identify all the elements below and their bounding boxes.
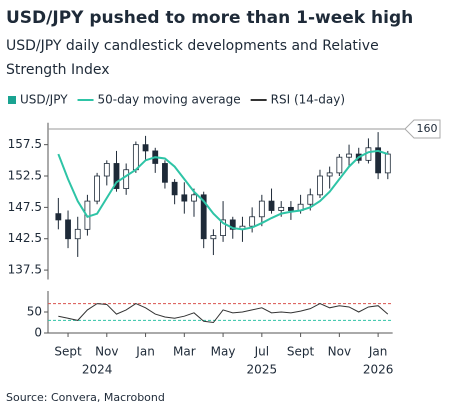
candle-body <box>384 153 391 174</box>
x-tick-label: Jan <box>368 345 388 359</box>
annotation-box <box>404 119 441 139</box>
series-line <box>58 303 389 324</box>
legend-label: RSI (14-day) <box>271 93 345 107</box>
candle-body <box>220 219 226 236</box>
candle-body <box>103 163 110 177</box>
candle-body <box>268 200 275 211</box>
y-tick-label: 147.5 <box>8 200 42 214</box>
candle-body <box>346 153 352 158</box>
candle-body <box>94 175 101 202</box>
x-group-label: 2024 <box>82 363 113 377</box>
candle-body <box>113 163 120 189</box>
y-tick-label: 152.5 <box>8 169 42 183</box>
x-tick-label: Nov <box>328 345 351 359</box>
candle-body <box>307 194 314 205</box>
candle-body <box>249 216 256 227</box>
annotation-label: 160 <box>417 122 438 135</box>
x-tick-label: Sept <box>287 345 315 359</box>
candle-body <box>74 228 81 240</box>
y-tick-label: 142.5 <box>8 231 42 245</box>
x-group-label: 2025 <box>247 363 278 377</box>
x-tick-label: Nov <box>95 345 118 359</box>
source: Source: Convera, Macrobond <box>6 391 165 404</box>
legend-label: USD/JPY <box>20 93 68 107</box>
candle-body <box>375 147 382 174</box>
x-tick-label: May <box>211 345 236 359</box>
candle-body <box>142 144 149 152</box>
candle-body <box>326 172 333 177</box>
candle-body <box>288 206 294 211</box>
candle-body <box>123 169 130 189</box>
chart-subtitle: USD/JPY daily candlestick developments a… <box>6 38 379 78</box>
candle-body <box>336 156 343 174</box>
x-tick-label: Jan <box>135 345 155 359</box>
candle-body <box>65 219 71 240</box>
y-tick-label: 50 <box>27 305 42 319</box>
candle-body <box>132 144 139 171</box>
x-tick-label: Mar <box>173 345 196 359</box>
candle-body <box>317 175 323 196</box>
x-tick-label: Jul <box>254 345 269 359</box>
candle-body <box>162 163 168 183</box>
y-tick-label: 137.5 <box>8 263 42 277</box>
x-tick-label: Sept <box>54 345 82 359</box>
legend-label: 50-day moving average <box>98 93 241 107</box>
legend-swatch <box>8 96 16 104</box>
x-group-label: 2026 <box>363 363 394 377</box>
candle-body <box>278 206 285 211</box>
candle-body <box>200 194 207 240</box>
candle-body <box>55 213 62 221</box>
candle-body <box>258 200 265 218</box>
candle-body <box>229 219 236 230</box>
candle-body <box>210 235 217 240</box>
candle-body <box>171 181 178 196</box>
y-tick-label: 157.5 <box>8 137 42 151</box>
y-tick-label: 0 <box>34 326 42 340</box>
series-line <box>57 149 389 231</box>
candle-body <box>191 194 197 202</box>
candle-body <box>181 194 188 202</box>
chart-title: USD/JPY pushed to more than 1-week high <box>6 8 414 28</box>
